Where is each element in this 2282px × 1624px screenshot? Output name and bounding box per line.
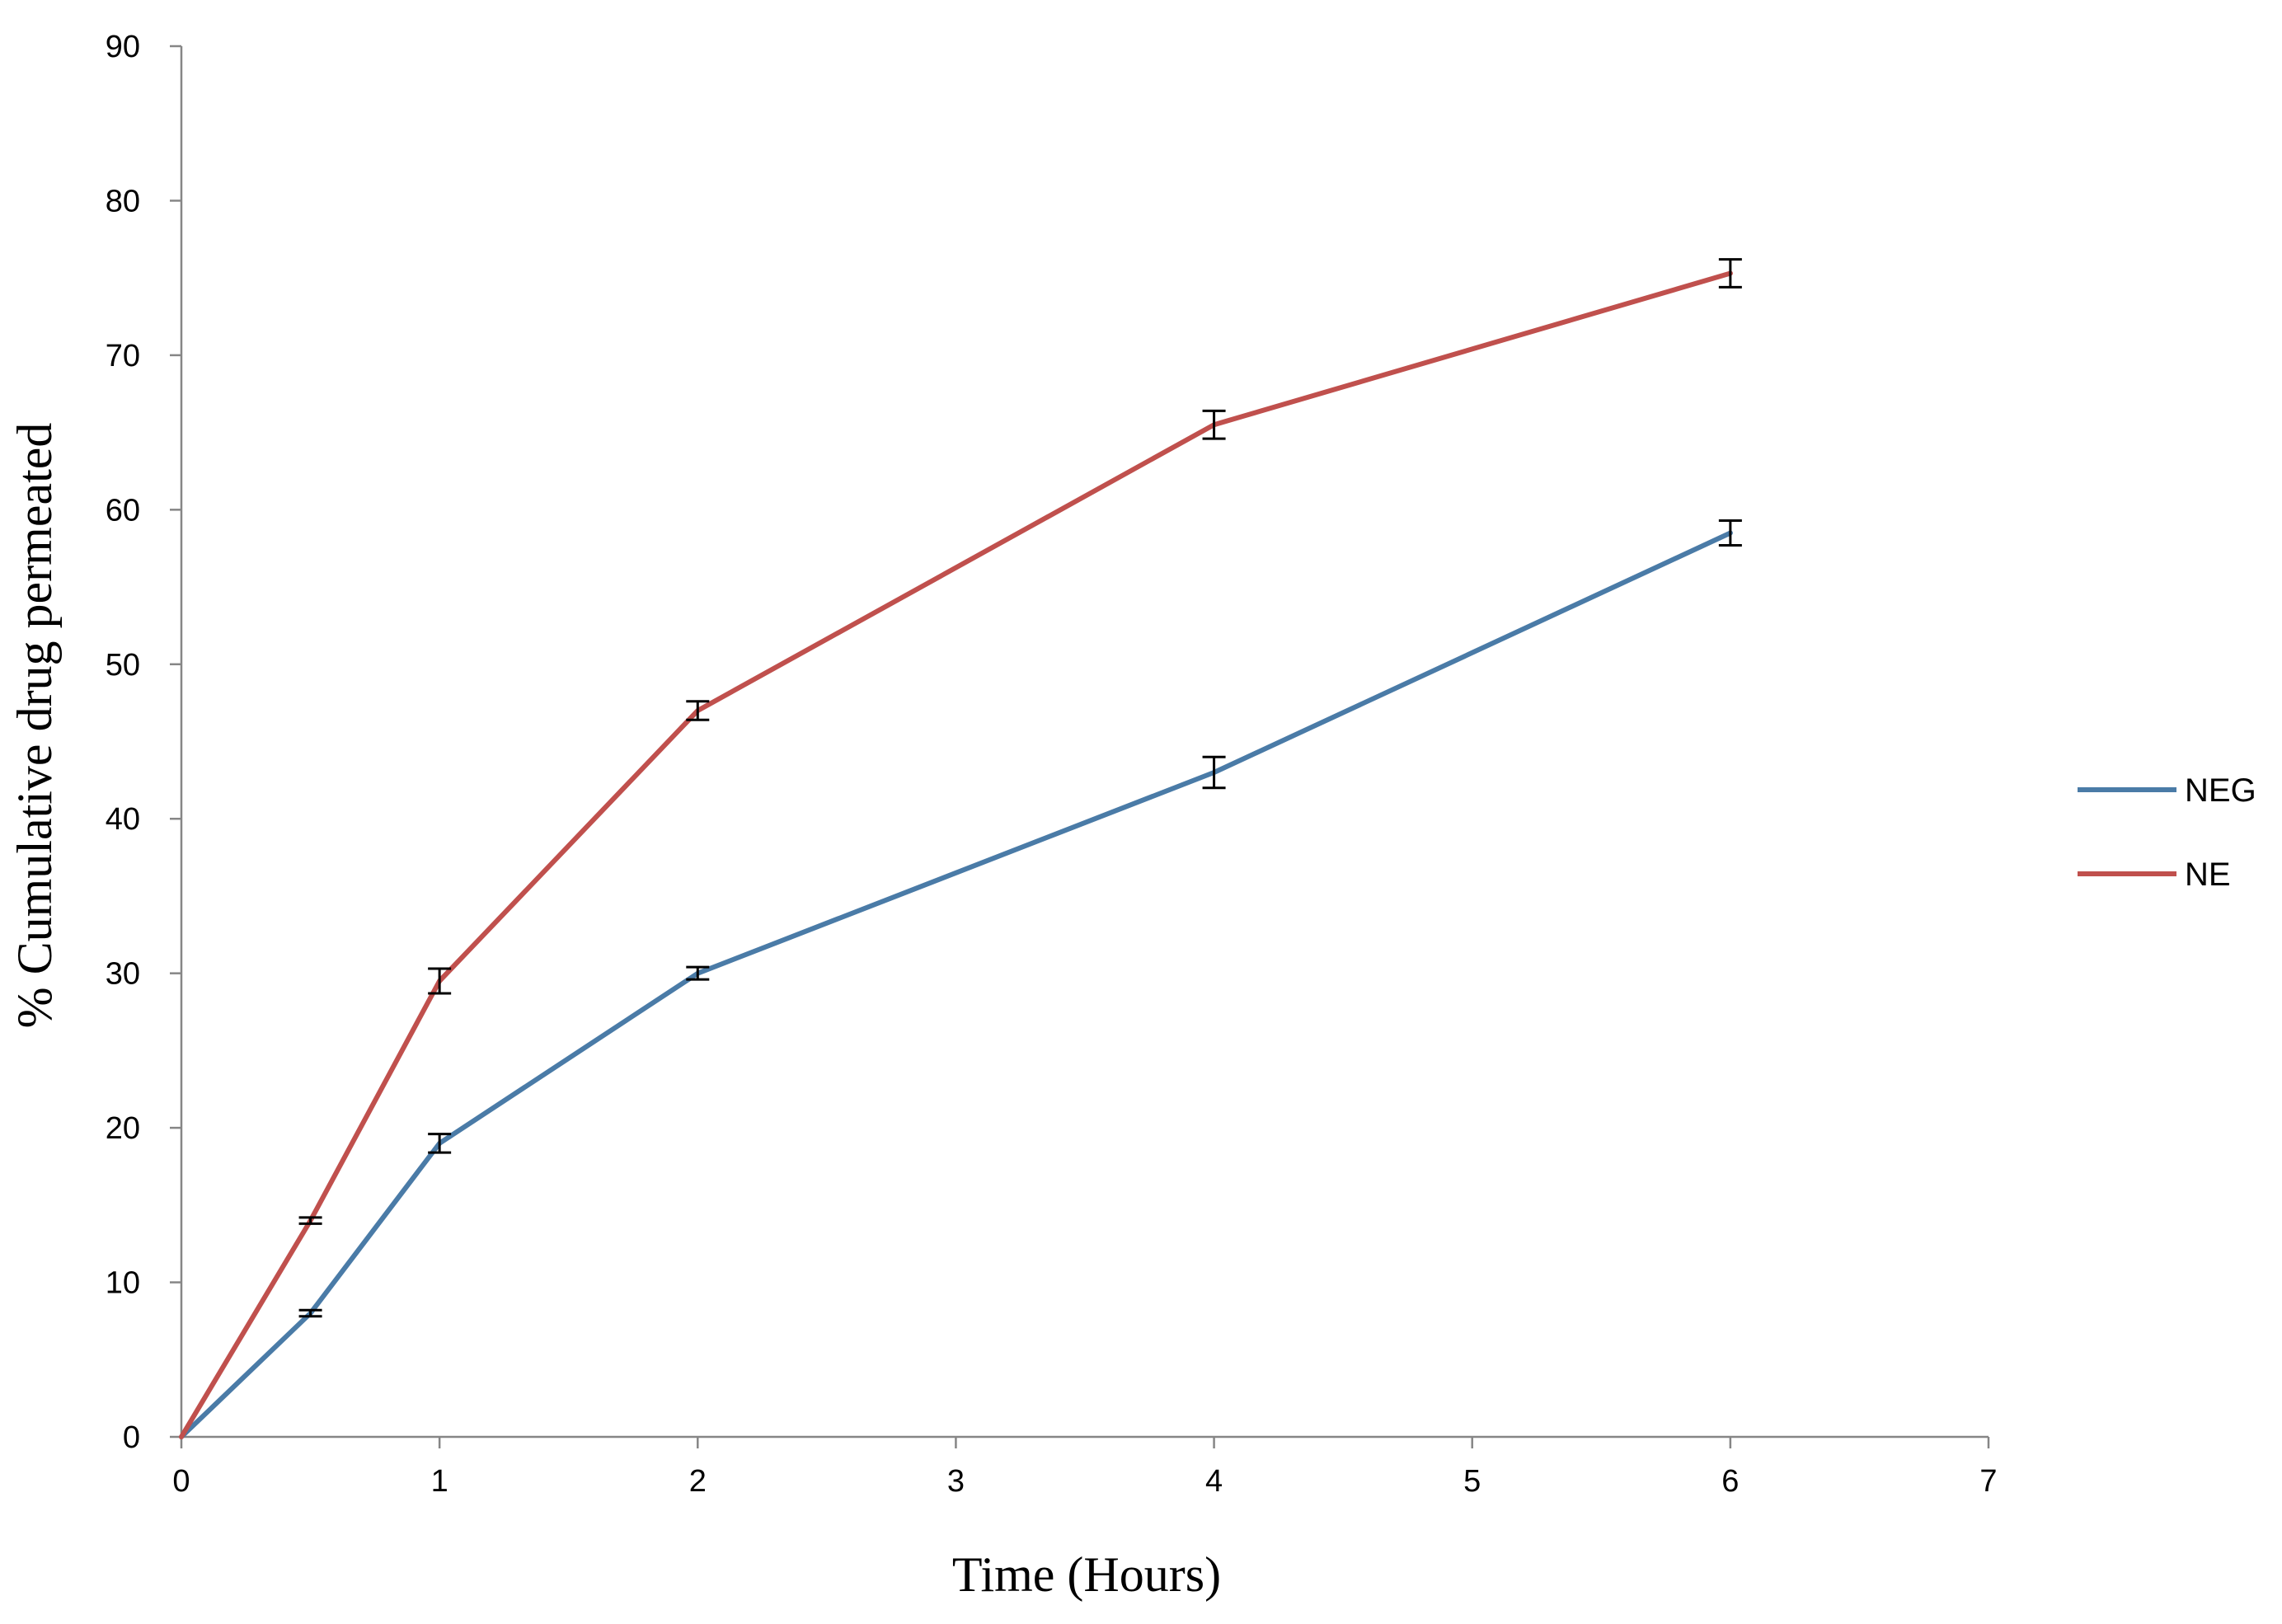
series-ne [179,258,1742,1439]
error-bar [686,965,710,981]
x-tick-label: 2 [689,1464,707,1499]
series-layer [179,258,1742,1439]
y-tick-label: 90 [106,30,140,64]
error-bar [686,700,710,721]
error-bar [1202,755,1226,790]
legend-item-ne: NE [2078,857,2231,893]
x-tick-label: 0 [172,1464,190,1499]
error-bar [298,1308,322,1318]
x-tick-label: 3 [947,1464,965,1499]
legend-label: NEG [2185,772,2256,809]
error-bar [1718,519,1742,547]
x-tick-label: 4 [1205,1464,1223,1499]
x-tick-label: 6 [1721,1464,1739,1499]
error-bar [428,967,452,995]
series-line-ne [179,270,1733,1439]
y-tick-label: 70 [106,339,140,373]
legend-label: NE [2185,857,2231,893]
series-neg [179,519,1742,1439]
y-axis-title: % Cumulative drug permeated [7,423,62,1029]
error-bar [1718,258,1742,289]
y-tick-label: 50 [106,648,140,683]
legend-layer: NEG NE [2078,772,2256,893]
y-tick-label: 30 [106,957,140,992]
error-bar [298,1216,322,1225]
y-tick-label: 0 [123,1420,140,1455]
y-tick-label: 20 [106,1111,140,1146]
legend-item-neg: NEG [2078,772,2256,809]
y-tick-label: 40 [106,802,140,837]
y-tick-label: 10 [106,1266,140,1301]
series-line-neg [179,530,1733,1439]
x-tick-label: 1 [431,1464,448,1499]
x-tick-label: 7 [1979,1464,1997,1499]
error-bar [1202,409,1226,440]
error-bar [428,1133,452,1154]
x-tick-label: 5 [1463,1464,1481,1499]
y-tick-label: 60 [106,493,140,528]
x-axis-title: Time (Hours) [952,1547,1221,1602]
axes-layer: 0 10 20 30 40 50 60 70 80 90 0 1 2 3 4 5 6 7 [106,30,1998,1499]
y-tick-label: 80 [106,184,140,218]
